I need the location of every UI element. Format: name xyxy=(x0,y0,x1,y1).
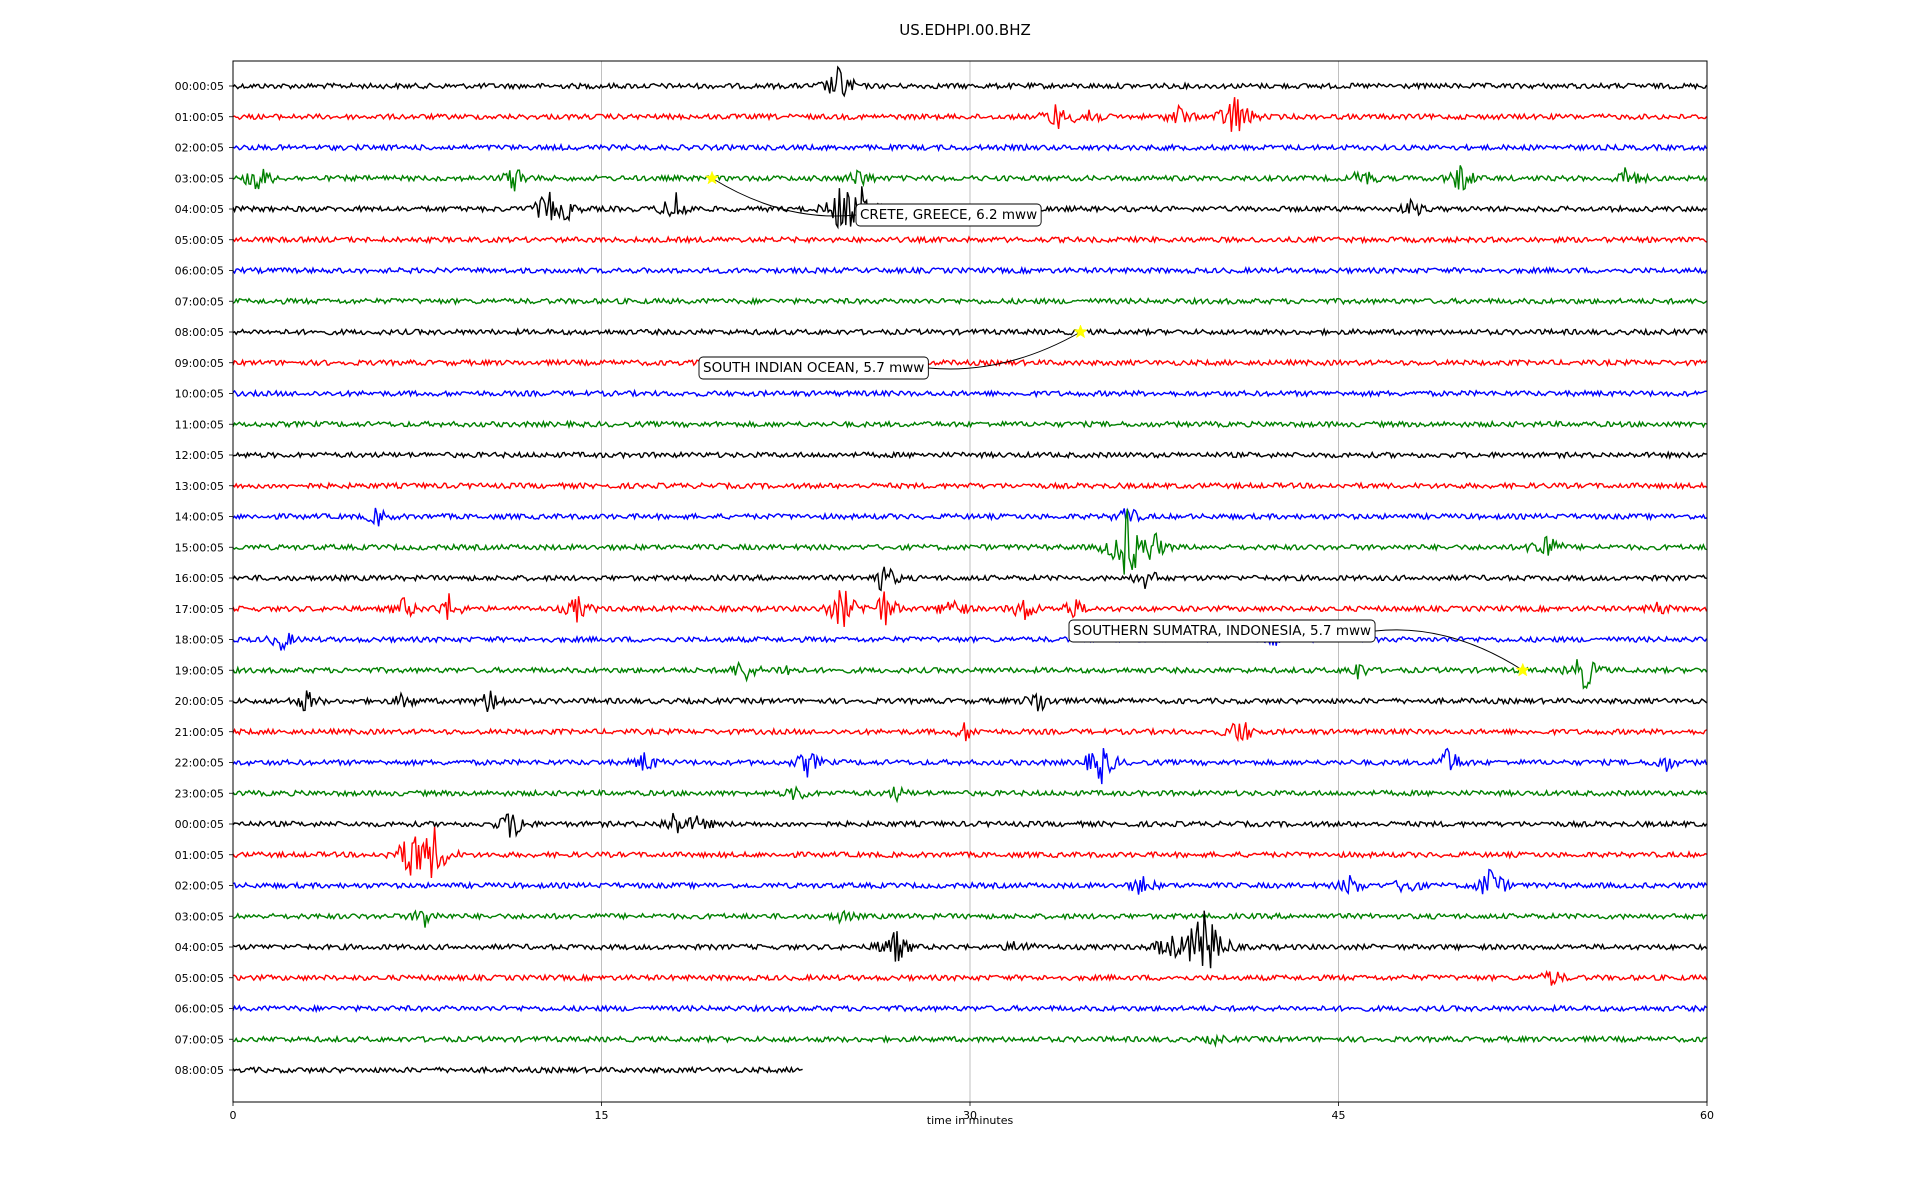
trace-row-1 xyxy=(232,97,1708,132)
y-tick-label-32: 08:00:05 xyxy=(175,1064,224,1077)
trace-row-12 xyxy=(232,450,1707,460)
trace-row-17 xyxy=(232,590,1708,627)
y-tick-label-26: 02:00:05 xyxy=(175,880,224,893)
trace-row-21 xyxy=(232,722,1707,743)
x-tick-label-1: 15 xyxy=(595,1109,609,1122)
x-tick-label-0: 0 xyxy=(230,1109,237,1122)
y-tick-label-8: 08:00:05 xyxy=(175,326,224,339)
event-label-1: SOUTH INDIAN OCEAN, 5.7 mww xyxy=(703,360,924,376)
y-tick-label-3: 03:00:05 xyxy=(175,172,224,185)
gridlines xyxy=(601,61,1339,1102)
y-tick-label-11: 11:00:05 xyxy=(175,418,224,431)
y-tick-label-27: 03:00:05 xyxy=(175,910,224,923)
event-label-box-2 xyxy=(1068,619,1376,643)
event-connector-2 xyxy=(1375,629,1524,671)
event-annotation-0: CRETE, GREECE, 6.2 mww xyxy=(704,170,1042,227)
event-annotations: CRETE, GREECE, 6.2 mww SOUTH INDIAN OCEAN… xyxy=(698,170,1531,677)
trace-row-32 xyxy=(232,1065,803,1075)
trace-row-9 xyxy=(232,358,1708,368)
event-annotation-1: SOUTH INDIAN OCEAN, 5.7 mww xyxy=(698,324,1088,380)
trace-row-20 xyxy=(232,690,1708,712)
trace-row-10 xyxy=(232,388,1707,399)
trace-row-11 xyxy=(232,419,1707,430)
y-tick-label-15: 15:00:05 xyxy=(175,541,224,554)
y-tick-label-20: 20:00:05 xyxy=(175,695,224,708)
chart-title: US.EDHPI.00.BHZ xyxy=(899,21,1031,39)
y-tick-label-25: 01:00:05 xyxy=(175,849,224,862)
y-tick-label-10: 10:00:05 xyxy=(175,388,224,401)
trace-row-3 xyxy=(232,165,1708,192)
y-tick-label-18: 18:00:05 xyxy=(175,634,224,647)
event-star-1 xyxy=(1073,324,1088,339)
y-tick-label-24: 00:00:05 xyxy=(175,818,224,831)
y-tick-label-5: 05:00:05 xyxy=(175,234,224,247)
event-label-2: SOUTHERN SUMATRA, INDONESIA, 5.7 mww xyxy=(1073,623,1371,639)
y-tick-label-0: 00:00:05 xyxy=(175,80,224,93)
trace-row-13 xyxy=(232,481,1707,491)
trace-row-8 xyxy=(232,327,1708,337)
y-tick-label-13: 13:00:05 xyxy=(175,480,224,493)
y-tick-label-21: 21:00:05 xyxy=(175,726,224,739)
trace-row-18 xyxy=(232,632,1708,652)
trace-row-14 xyxy=(232,507,1707,527)
trace-row-23 xyxy=(232,785,1708,804)
y-tick-labels: 00:00:05 01:00:05 02:00:05 03:00:05 04:00:05… xyxy=(175,80,233,1077)
trace-row-25 xyxy=(232,826,1707,879)
trace-row-22 xyxy=(232,747,1708,785)
trace-row-15 xyxy=(232,508,1707,575)
event-star-2 xyxy=(1515,662,1531,677)
y-tick-label-31: 07:00:05 xyxy=(175,1033,224,1046)
trace-row-2 xyxy=(232,142,1708,153)
trace-row-6 xyxy=(232,265,1708,276)
x-axis-label: time in minutes xyxy=(927,1114,1014,1127)
y-tick-label-16: 16:00:05 xyxy=(175,572,224,585)
event-connector-0 xyxy=(711,177,857,217)
y-tick-label-14: 14:00:05 xyxy=(175,511,224,524)
trace-row-31 xyxy=(232,1033,1708,1048)
event-star-0 xyxy=(704,170,720,185)
y-tick-label-30: 06:00:05 xyxy=(175,1003,224,1016)
trace-row-19 xyxy=(232,659,1708,690)
event-label-box-0 xyxy=(855,203,1042,227)
trace-row-7 xyxy=(232,296,1708,306)
y-tick-label-7: 07:00:05 xyxy=(175,295,224,308)
y-tick-label-23: 23:00:05 xyxy=(175,787,224,800)
event-label-box-1 xyxy=(698,356,929,380)
x-tick-label-2: 30 xyxy=(963,1109,977,1122)
trace-row-0 xyxy=(232,65,1708,98)
event-label-0: CRETE, GREECE, 6.2 mww xyxy=(860,207,1037,223)
event-connector-1 xyxy=(928,331,1081,370)
traces xyxy=(232,65,1708,1075)
trace-row-16 xyxy=(232,566,1707,592)
trace-row-5 xyxy=(232,235,1708,245)
y-tick-label-28: 04:00:05 xyxy=(175,941,224,954)
y-tick-label-19: 19:00:05 xyxy=(175,664,224,677)
x-tick-label-4: 60 xyxy=(1700,1109,1714,1122)
y-tick-label-17: 17:00:05 xyxy=(175,603,224,616)
y-tick-label-1: 01:00:05 xyxy=(175,111,224,124)
trace-row-28 xyxy=(232,910,1708,969)
trace-row-29 xyxy=(232,969,1708,986)
trace-row-27 xyxy=(232,909,1707,928)
x-tick-label-3: 45 xyxy=(1332,1109,1346,1122)
y-tick-label-2: 02:00:05 xyxy=(175,142,224,155)
y-tick-label-22: 22:00:05 xyxy=(175,757,224,770)
y-tick-label-6: 06:00:05 xyxy=(175,265,224,278)
trace-row-30 xyxy=(232,1003,1708,1014)
event-annotation-2: SOUTHERN SUMATRA, INDONESIA, 5.7 mww xyxy=(1068,619,1531,677)
y-tick-label-29: 05:00:05 xyxy=(175,972,224,985)
y-tick-label-4: 04:00:05 xyxy=(175,203,224,216)
trace-row-24 xyxy=(232,812,1708,838)
y-tick-label-9: 09:00:05 xyxy=(175,357,224,370)
trace-row-26 xyxy=(232,868,1708,896)
y-tick-label-12: 12:00:05 xyxy=(175,449,224,462)
x-tick-labels: 0 15 30 45 60 xyxy=(230,1102,1714,1122)
